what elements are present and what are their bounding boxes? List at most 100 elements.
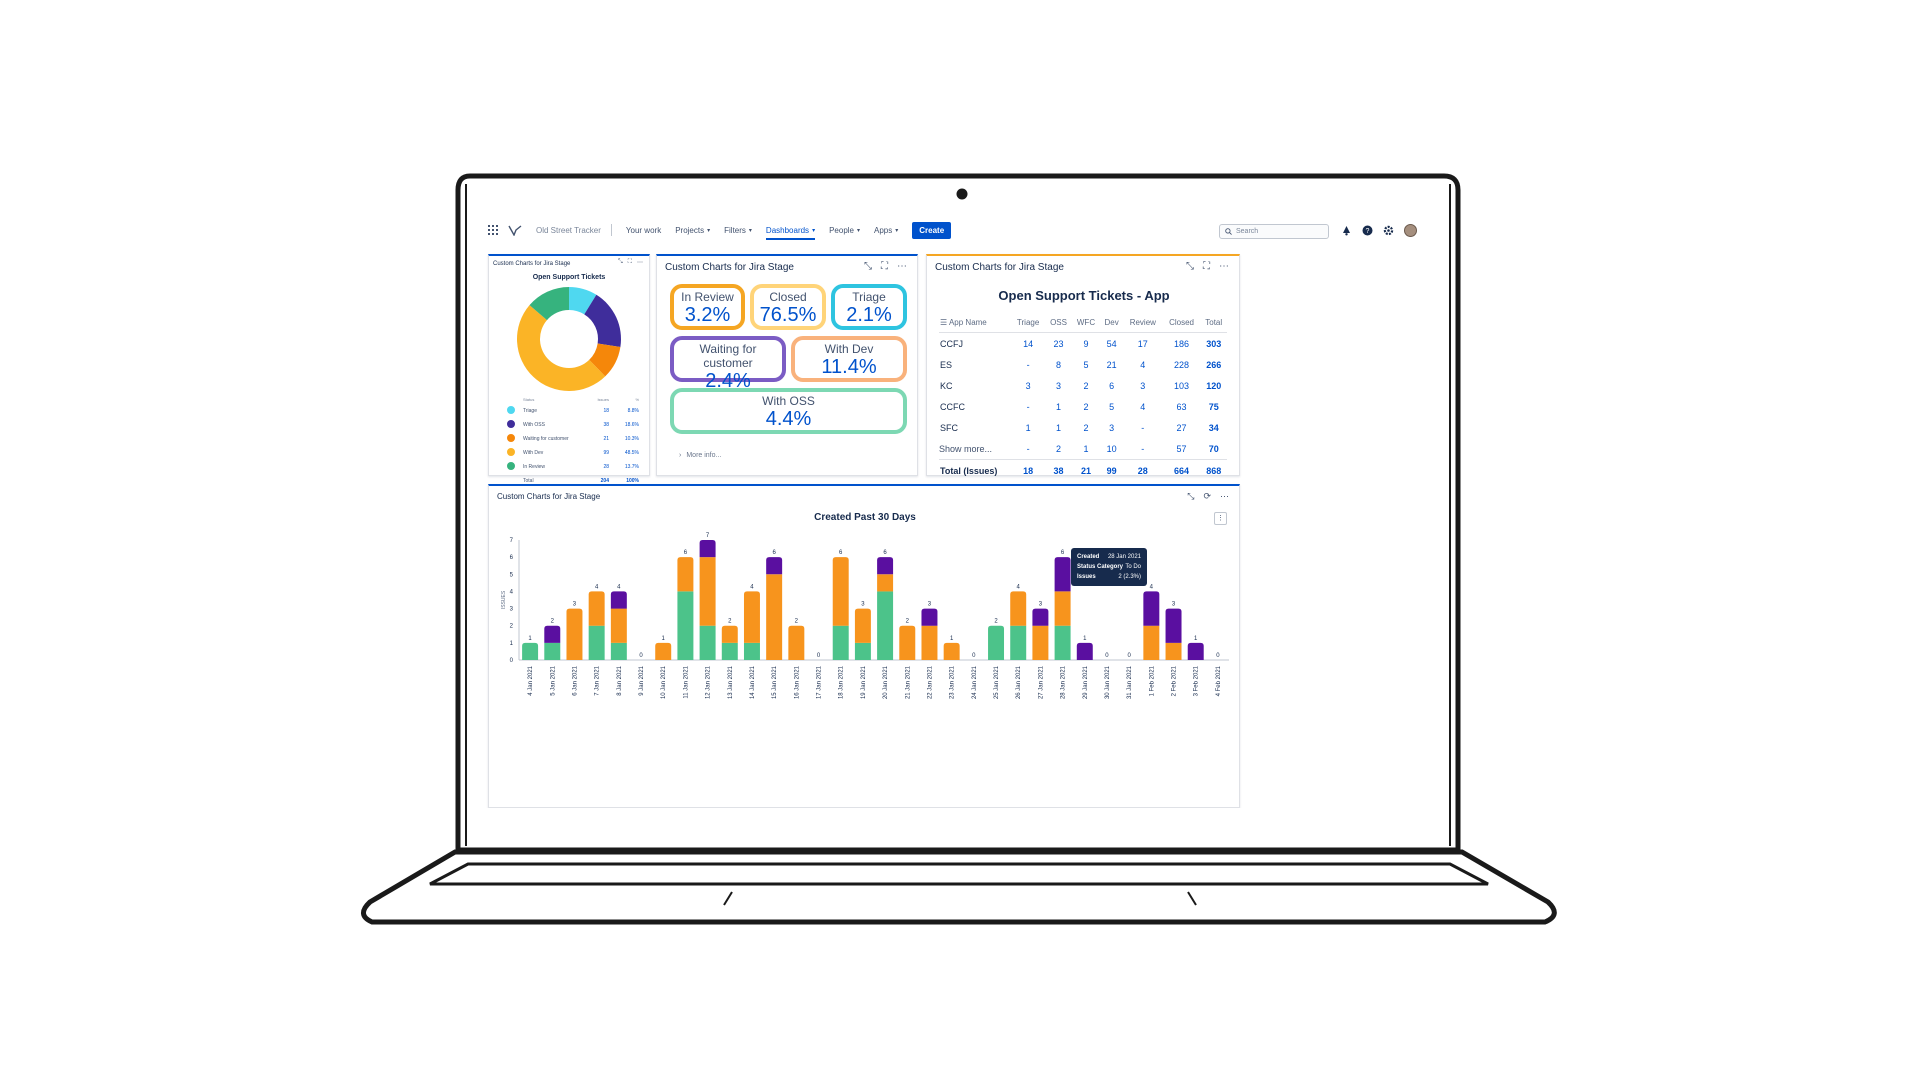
pill-with-oss[interactable]: With OSS 4.4% xyxy=(670,388,907,434)
legend-row[interactable]: Triage 18 8.8% xyxy=(503,404,643,418)
table-cell[interactable]: 120 xyxy=(1206,380,1222,391)
table-cell[interactable]: 99 xyxy=(1100,459,1123,481)
column-header[interactable]: ☰ App Name xyxy=(939,312,1011,333)
search-input[interactable]: Search xyxy=(1219,224,1329,239)
avatar[interactable] xyxy=(1404,224,1417,237)
table-cell[interactable]: 2 xyxy=(1083,380,1089,391)
table-cell[interactable]: 3 xyxy=(1056,380,1062,391)
table-cell[interactable]: - xyxy=(1026,401,1030,412)
table-cell[interactable]: 1 xyxy=(1083,443,1089,454)
table-cell[interactable]: 4 xyxy=(1140,359,1146,370)
table-cell[interactable]: 17 xyxy=(1137,338,1148,349)
minimize-icon[interactable]: ⤡ xyxy=(1187,491,1195,501)
table-cell[interactable]: 5 xyxy=(1109,401,1115,412)
column-header[interactable]: OSS xyxy=(1045,312,1072,333)
table-cell[interactable]: 14 xyxy=(1023,338,1034,349)
legend-row[interactable]: Waiting for customer 21 10.3% xyxy=(503,432,643,446)
column-header[interactable]: Triage xyxy=(1011,312,1046,333)
table-cell[interactable]: 1 xyxy=(1025,422,1031,433)
product-logo-icon[interactable] xyxy=(508,224,522,236)
pill-closed[interactable]: Closed 76.5% xyxy=(750,284,826,330)
table-cell[interactable]: 21 xyxy=(1106,359,1117,370)
table-cell[interactable]: 1 xyxy=(1056,401,1062,412)
fullscreen-icon[interactable]: ⛶ xyxy=(881,261,888,272)
table-cell[interactable]: 23 xyxy=(1053,338,1064,349)
help-icon[interactable]: ? xyxy=(1362,225,1373,236)
donut-slice[interactable] xyxy=(589,343,621,377)
column-header[interactable]: Review xyxy=(1122,312,1163,333)
refresh-icon[interactable]: ⟳ xyxy=(1203,491,1211,501)
table-cell[interactable]: 63 xyxy=(1176,401,1187,412)
table-cell[interactable]: 186 xyxy=(1174,338,1190,349)
more-info-link[interactable]: › More info... xyxy=(679,452,721,459)
table-cell[interactable]: 70 xyxy=(1208,443,1219,454)
fullscreen-icon[interactable]: ⛶ xyxy=(627,259,632,265)
table-cell[interactable]: - xyxy=(1141,443,1145,454)
table-cell[interactable]: 2 xyxy=(1083,401,1089,412)
nav-item-filters[interactable]: Filters ▾ xyxy=(724,221,752,240)
chart-menu-button[interactable]: ⋮ xyxy=(1214,512,1227,525)
table-cell[interactable]: 1 xyxy=(1056,422,1062,433)
table-cell[interactable]: 10 xyxy=(1106,443,1117,454)
table-cell[interactable]: 303 xyxy=(1206,338,1222,349)
table-cell[interactable]: 8 xyxy=(1056,359,1062,370)
nav-item-your-work[interactable]: Your work xyxy=(626,221,661,240)
table-cell[interactable]: 75 xyxy=(1208,401,1219,412)
donut-slice[interactable] xyxy=(569,287,597,315)
minimize-icon[interactable]: ⤡ xyxy=(864,261,872,272)
table-cell[interactable]: - xyxy=(1026,443,1030,454)
nav-item-projects[interactable]: Projects ▾ xyxy=(675,221,710,240)
legend-row[interactable]: In Review 28 13.7% xyxy=(503,460,643,474)
notifications-icon[interactable] xyxy=(1341,225,1352,236)
donut-slice[interactable] xyxy=(584,294,621,347)
legend-row[interactable]: With Dev 99 48.5% xyxy=(503,446,643,460)
table-cell[interactable]: 2 xyxy=(1056,443,1062,454)
column-header[interactable]: Closed xyxy=(1162,312,1201,333)
create-button[interactable]: Create xyxy=(912,221,952,239)
more-icon[interactable]: ⋯ xyxy=(637,260,643,266)
pill-with-dev[interactable]: With Dev 11.4% xyxy=(791,336,907,382)
more-icon[interactable]: ⋯ xyxy=(1219,261,1229,272)
table-cell[interactable]: 18 xyxy=(1011,459,1046,481)
pill-triage[interactable]: Triage 2.1% xyxy=(831,284,907,330)
pill-in-review[interactable]: In Review 3.2% xyxy=(670,284,745,330)
column-header[interactable]: WFC xyxy=(1071,312,1101,333)
table-cell[interactable]: 3 xyxy=(1109,422,1115,433)
table-cell[interactable]: 54 xyxy=(1106,338,1117,349)
table-cell[interactable]: 228 xyxy=(1174,359,1190,370)
donut-slice[interactable] xyxy=(517,305,606,391)
table-cell[interactable]: 4 xyxy=(1140,401,1146,412)
table-cell[interactable]: 6 xyxy=(1109,380,1115,391)
table-cell[interactable]: 21 xyxy=(1071,459,1101,481)
table-cell[interactable]: 2 xyxy=(1083,422,1089,433)
fullscreen-icon[interactable]: ⛶ xyxy=(1203,261,1210,272)
table-cell[interactable]: 868 xyxy=(1200,459,1227,481)
table-cell[interactable]: - xyxy=(1026,359,1030,370)
table-cell[interactable]: - xyxy=(1141,422,1145,433)
table-cell[interactable]: 5 xyxy=(1083,359,1089,370)
pill-waiting-for-customer[interactable]: Waiting for customer 2.4% xyxy=(670,336,786,392)
table-cell[interactable]: 3 xyxy=(1140,380,1146,391)
table-cell[interactable]: 9 xyxy=(1083,338,1089,349)
nav-item-people[interactable]: People ▾ xyxy=(829,221,860,240)
table-cell[interactable]: 664 xyxy=(1162,459,1201,481)
table-cell[interactable]: 103 xyxy=(1174,380,1190,391)
table-cell[interactable]: 3 xyxy=(1025,380,1031,391)
nav-item-dashboards[interactable]: Dashboards ▾ xyxy=(765,226,816,240)
more-icon[interactable]: ⋯ xyxy=(897,261,907,272)
column-header[interactable]: Dev xyxy=(1100,312,1123,333)
column-header[interactable]: Total xyxy=(1200,312,1227,333)
table-cell[interactable]: 38 xyxy=(1045,459,1072,481)
more-icon[interactable]: ⋯ xyxy=(1220,491,1229,501)
legend-row[interactable]: With OSS 38 18.6% xyxy=(503,418,643,432)
row-label[interactable]: Show more... xyxy=(939,443,993,454)
minimize-icon[interactable]: ⤡ xyxy=(617,259,623,265)
table-cell[interactable]: 28 xyxy=(1122,459,1163,481)
settings-icon[interactable] xyxy=(1383,225,1394,236)
table-cell[interactable]: 57 xyxy=(1176,443,1187,454)
donut-slice[interactable] xyxy=(529,287,569,321)
minimize-icon[interactable]: ⤡ xyxy=(1186,261,1194,272)
app-switcher-icon[interactable] xyxy=(488,225,498,235)
table-cell[interactable]: 34 xyxy=(1208,422,1219,433)
nav-item-apps[interactable]: Apps ▾ xyxy=(874,221,898,240)
